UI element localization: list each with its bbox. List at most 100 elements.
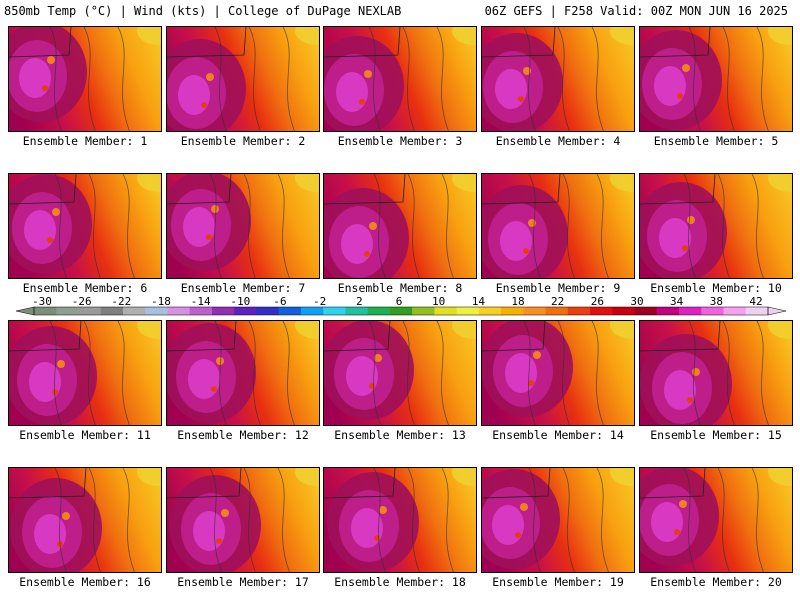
colorbar-tick-label: 18 [511,297,524,308]
member-label: Ensemble Member: 19 [492,575,624,589]
member-map-11 [8,320,162,426]
temperature-field [640,27,792,131]
colorbar-swatch [745,307,769,315]
member-label: Ensemble Member: 14 [492,428,624,442]
temperature-field [167,27,319,131]
member-map-17 [166,467,320,573]
member-map-10 [639,173,793,279]
temperature-field [9,321,161,425]
member-label: Ensemble Member: 15 [650,428,782,442]
temperature-field [324,27,476,131]
colorbar-tick-label: -26 [72,297,92,308]
temperature-field [324,468,476,572]
temperature-field [324,321,476,425]
colorbar-swatch [56,307,79,315]
colorbar-tick-label: 26 [591,297,604,308]
colorbar-swatch [300,307,324,315]
member-label: Ensemble Member: 12 [177,428,309,442]
colorbar-tick-label: 6 [396,297,403,308]
member-label: Ensemble Member: 4 [495,134,621,148]
colorbar-swatch [145,307,168,315]
member-label: Ensemble Member: 16 [19,575,151,589]
member-label: Ensemble Member: 3 [337,134,463,148]
colorbar-tick-label: 42 [749,297,762,308]
colorbar-swatch [189,307,213,315]
colorbar-swatch [545,307,569,315]
colorbar-swatch [679,307,702,315]
colorbar-tick-label: -14 [191,297,211,308]
colorbar-swatch [323,307,346,315]
colorbar-low-arrow [15,306,35,316]
colorbar-tick-label: 14 [472,297,486,308]
temperature-field [324,174,476,278]
colorbar-swatch [501,307,524,315]
temperature-field [9,174,161,278]
temperature-field [9,468,161,572]
member-label: Ensemble Member: 7 [180,281,306,295]
member-map-19 [481,467,635,573]
member-map-1 [8,26,162,132]
colorbar-swatch [456,307,480,315]
member-label: Ensemble Member: 6 [22,281,148,295]
member-label: Ensemble Member: 1 [22,134,148,148]
member-map-3 [323,26,477,132]
member-label: Ensemble Member: 2 [180,134,306,148]
temperature-field [482,468,634,572]
member-label: Ensemble Member: 17 [177,575,309,589]
colorbar-tick-label: -10 [230,297,250,308]
member-map-12 [166,320,320,426]
colorbar-tick-label: -6 [273,297,286,308]
member-label: Ensemble Member: 11 [19,428,151,442]
colorbar-swatch [211,307,235,315]
colorbar-tick-label: -18 [151,297,171,308]
temperature-field [640,174,792,278]
member-label: Ensemble Member: 8 [337,281,463,295]
temperature-field [640,468,792,572]
model-run-info: 06Z GEFS | F258 Valid: 00Z MON JUN 16 20… [484,4,788,18]
colorbar-swatch [234,307,257,315]
temperature-field [167,468,319,572]
colorbar-swatch [478,307,502,315]
member-label: Ensemble Member: 20 [650,575,782,589]
colorbar-swatch [634,307,658,315]
colorbar-tick-label: 34 [670,297,684,308]
member-label: Ensemble Member: 18 [334,575,466,589]
member-label: Ensemble Member: 5 [653,134,779,148]
member-map-13 [323,320,477,426]
colorbar-swatch [78,307,102,315]
colorbar-tick-label: -30 [32,297,52,308]
colorbar-high-arrow [767,306,787,316]
member-map-20 [639,467,793,573]
colorbar-swatch [122,307,146,315]
member-map-18 [323,467,477,573]
colorbar-swatch [34,307,57,315]
member-map-2 [166,26,320,132]
member-map-6 [8,173,162,279]
colorbar-tick-label: 22 [551,297,564,308]
colorbar-swatch [612,307,636,315]
temperature-field [167,174,319,278]
member-label: Ensemble Member: 13 [334,428,466,442]
temperature-field [9,27,161,131]
member-map-8 [323,173,477,279]
map-title: 850mb Temp (°C) | Wind (kts) | College o… [4,4,402,18]
colorbar-tick-label: 10 [432,297,445,308]
colorbar-swatch [167,307,191,315]
member-map-16 [8,467,162,573]
temperature-field [482,321,634,425]
temperature-field [482,27,634,131]
colorbar-swatch [434,307,458,315]
colorbar-swatch [590,307,613,315]
member-map-9 [481,173,635,279]
member-label: Ensemble Member: 9 [495,281,621,295]
colorbar-tick-label: -2 [313,297,326,308]
member-map-14 [481,320,635,426]
member-map-5 [639,26,793,132]
colorbar-tick-label: 2 [356,297,363,308]
temperature-colorbar: -30 -26 -22 -18 -14 -10 -6 -2 2 6 10 14 18 22 26 30 34 38… [15,297,787,316]
temperature-field [640,321,792,425]
colorbar-tick-label: -22 [111,297,131,308]
colorbar-swatch [412,307,435,315]
colorbar-swatch [701,307,725,315]
colorbar-swatch [345,307,369,315]
